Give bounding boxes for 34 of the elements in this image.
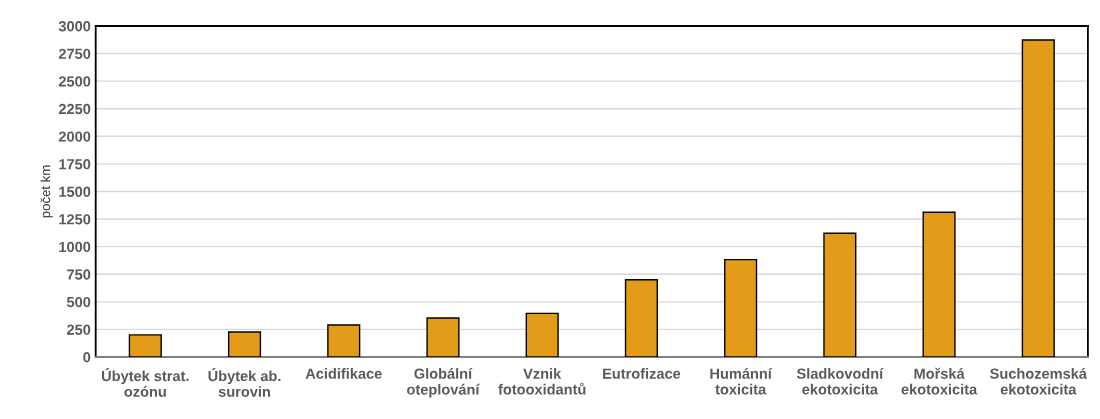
x-tick-label: Suchozemská ekotoxicita [990,367,1087,395]
bar [823,232,857,357]
x-tick-label: Sladkovodní ekotoxicita [796,367,884,395]
y-tick-label: 1000 [59,241,91,253]
x-tick-label: Úbytek strat. ozónu [102,368,189,397]
x-tick-label: Vznik fotooxidantů [498,368,586,395]
bar [525,312,559,357]
y-tick-label: 0 [83,352,91,363]
y-tick-label: 2750 [58,48,91,59]
bar [327,324,361,357]
y-tick-label: 3000 [58,21,91,32]
x-tick-label: Acidifikace [305,368,382,379]
x-tick-label: Úbytek ab. surovin [208,368,281,397]
bar [724,258,758,357]
y-tick-label: 500 [66,296,91,308]
bar [624,279,658,357]
bar [227,331,262,357]
bar [922,211,956,357]
y-tick-label: 2000 [58,131,91,142]
y-tick-label: 250 [67,324,91,335]
bar [128,334,162,357]
y-tick-label: 750 [67,269,91,280]
y-tick-label: 2250 [58,103,91,115]
y-tick-label: 2500 [58,76,91,87]
y-tick-label: 1250 [59,214,91,225]
x-tick-label: Mořská ekotoxicita [901,367,978,395]
bar [426,317,460,357]
y-axis-title: počet km [40,165,53,218]
y-tick-label: 1500 [59,186,91,197]
x-tick-label: Globální oteplování [407,367,480,398]
x-tick-label: Eutrofizace [603,368,681,379]
x-tick-label: Humánní toxicita [710,367,773,395]
bar [1021,39,1055,357]
y-tick-label: 1750 [59,159,91,170]
